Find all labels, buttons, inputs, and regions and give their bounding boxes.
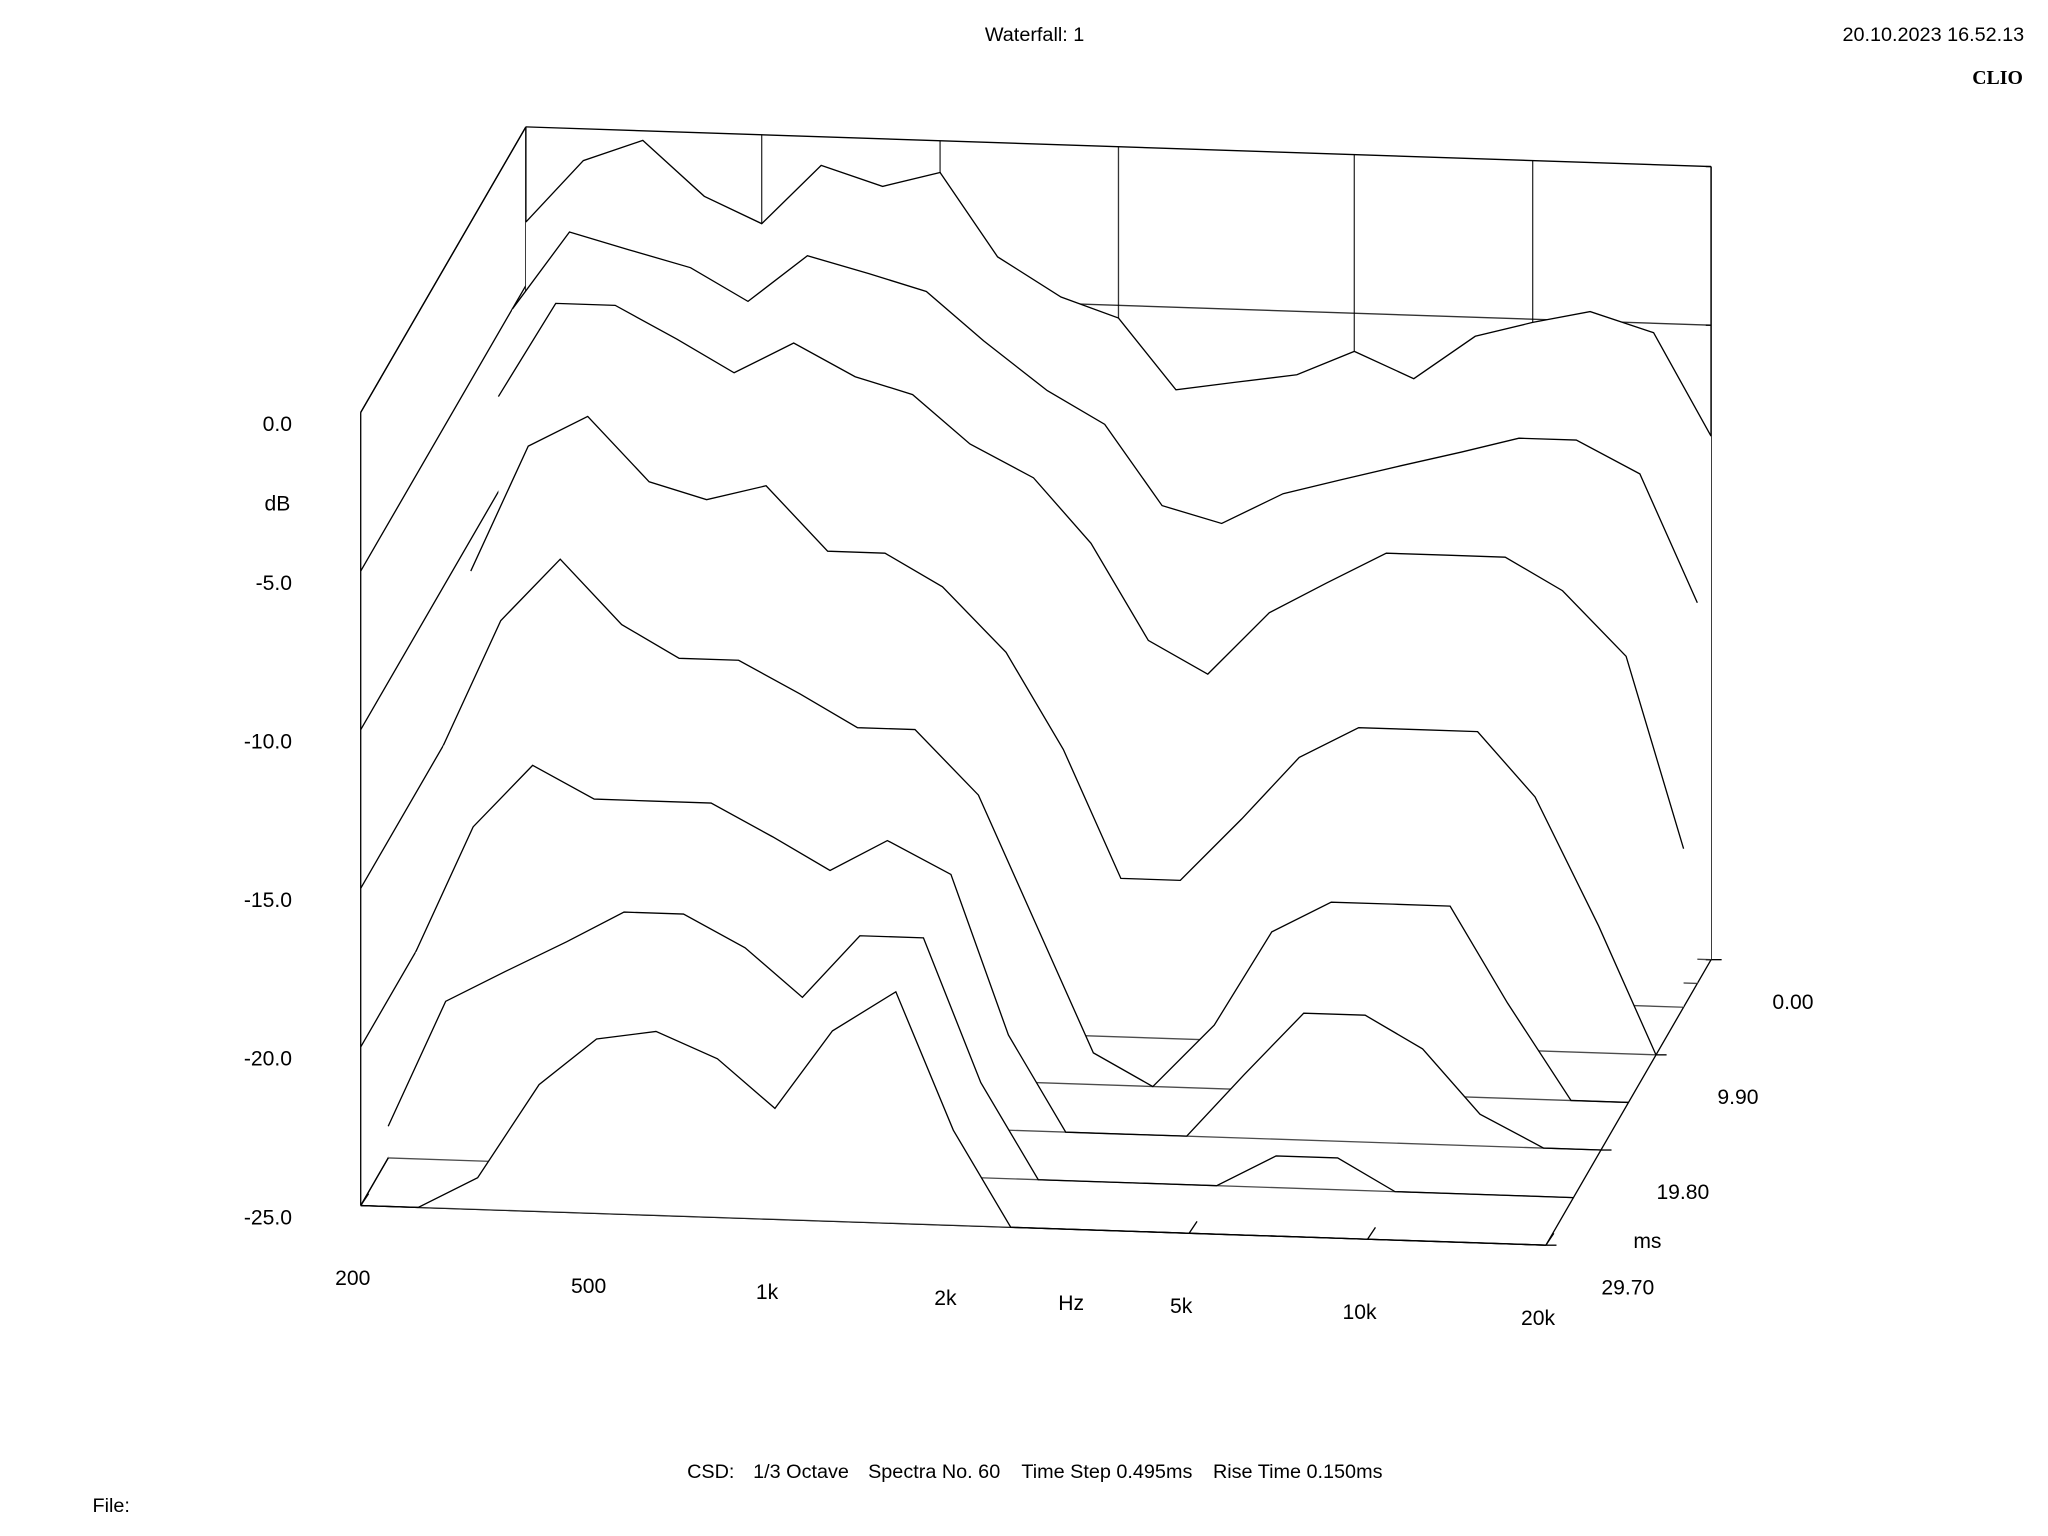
slice-fill (360, 991, 1546, 1246)
footer-item: CSD: (687, 1461, 734, 1483)
x-tick-label: 1k (756, 1281, 779, 1304)
y-axis-label: dB (265, 493, 291, 516)
spectrum-line (387, 911, 1574, 1199)
x-tick-label: 200 (335, 1267, 370, 1290)
spectrum-line (442, 558, 1629, 1104)
tick-mark (1366, 1226, 1376, 1240)
timestamp: 20.10.2023 16.52.13 (1842, 24, 2024, 46)
y-tick-label: 0.0 (263, 413, 292, 436)
footer-item: Time Step 0.495ms (1021, 1461, 1192, 1483)
tick-mark (1188, 1220, 1198, 1234)
y-tick-label: -10.0 (244, 730, 292, 753)
z-axis-label: ms (1633, 1230, 1661, 1253)
x-axis-label: Hz (1058, 1292, 1084, 1315)
footer-item: Rise Time 0.150ms (1213, 1461, 1383, 1483)
file-label: File: (92, 1495, 129, 1517)
spectrum-line (415, 764, 1602, 1151)
z-tick-label: 0.00 (1772, 991, 1813, 1014)
brand: CLIO (1972, 67, 2023, 89)
y-tick-label: -25.0 (244, 1206, 292, 1229)
x-tick-label: 2k (934, 1287, 957, 1310)
footer-item: 1/3 Octave (753, 1461, 849, 1483)
z-tick-label: 19.80 (1656, 1181, 1709, 1204)
grid-line (360, 126, 527, 413)
grid-line (360, 285, 527, 572)
y-tick-label: -20.0 (244, 1048, 292, 1071)
tick-mark (360, 1193, 370, 1206)
y-tick-label: -15.0 (244, 889, 292, 912)
x-tick-label: 5k (1170, 1295, 1193, 1318)
x-tick-label: 500 (571, 1275, 606, 1298)
spectrum-line (497, 302, 1685, 849)
x-tick-label: 20k (1521, 1307, 1555, 1330)
spectrum-line (525, 139, 1712, 437)
chart-title: Waterfall: 1 (985, 24, 1084, 46)
spectrum-line (360, 990, 1546, 1246)
spectrum-line (470, 415, 1657, 1056)
spectrum-line (511, 231, 1698, 604)
z-tick-label: 9.90 (1717, 1086, 1758, 1109)
y-tick-label: -5.0 (256, 572, 292, 595)
grid-line (360, 443, 527, 730)
footer-item: Spectra No. 60 (868, 1461, 1000, 1483)
z-tick-label: 29.70 (1601, 1276, 1654, 1299)
x-tick-label: 10k (1343, 1301, 1377, 1324)
tick-mark (1545, 1232, 1555, 1246)
